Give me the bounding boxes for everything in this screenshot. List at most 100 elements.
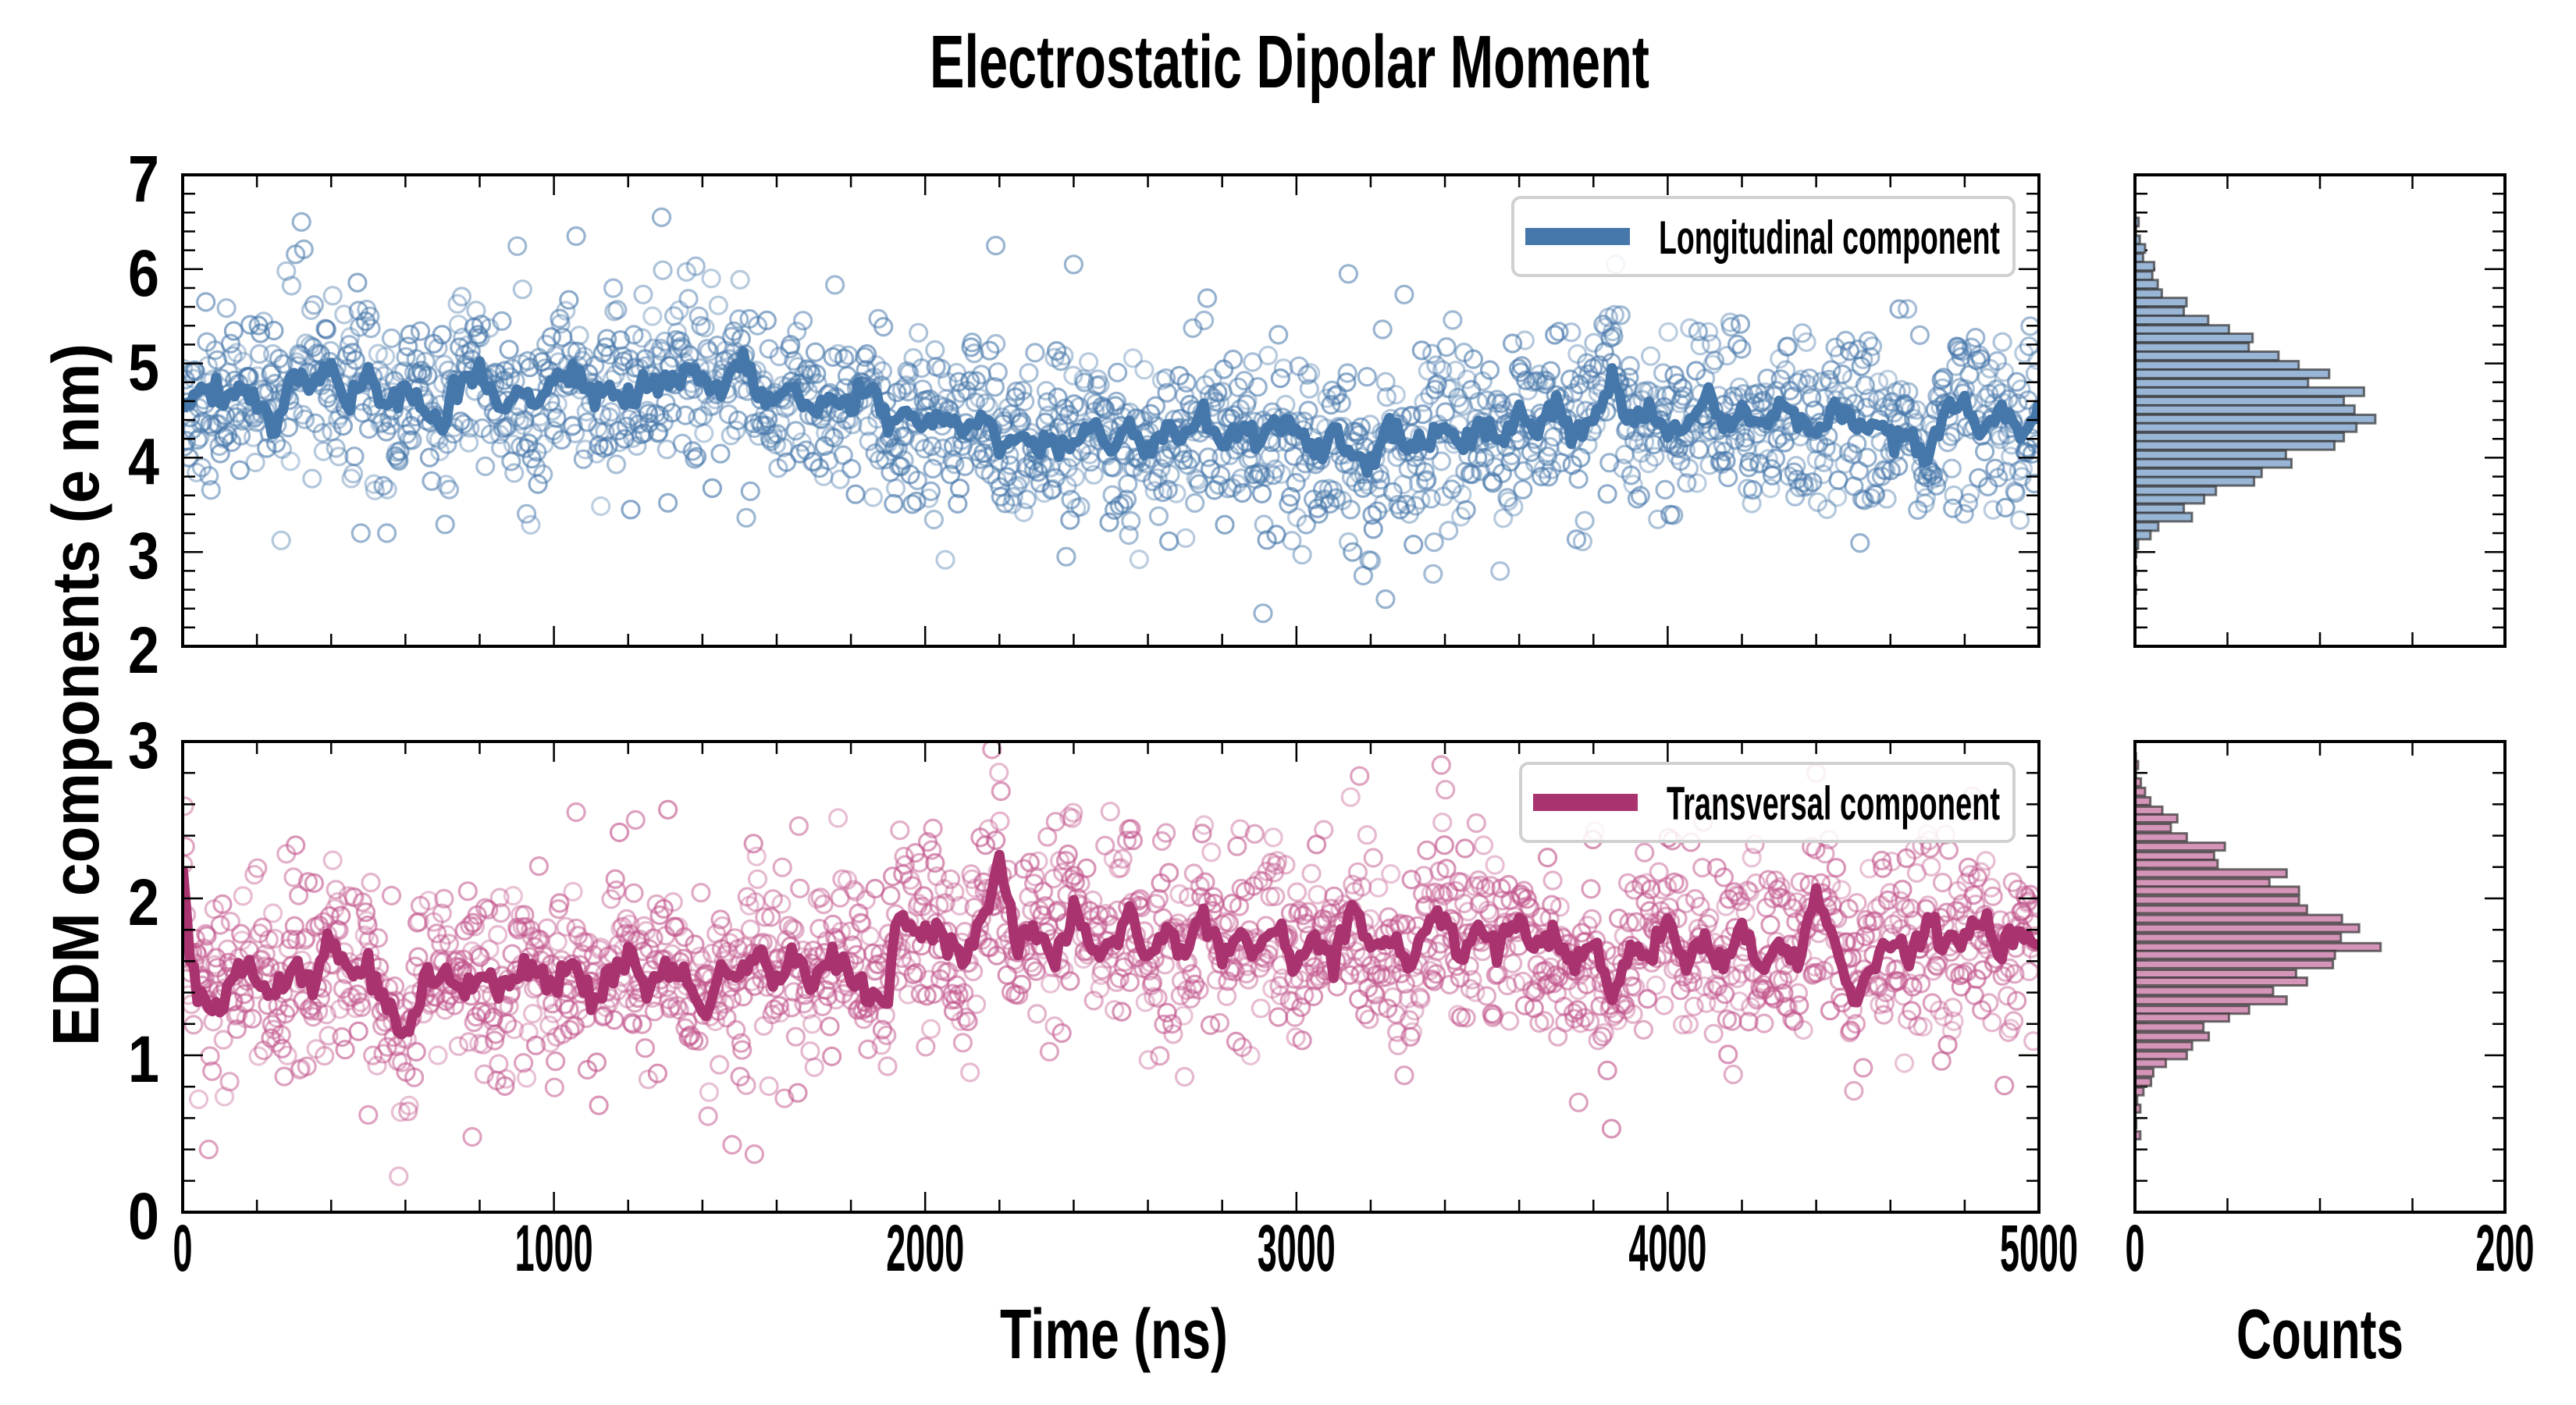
scatter-point <box>1816 499 1838 520</box>
scatter-point <box>1267 851 1288 871</box>
scatter-point <box>902 494 923 514</box>
scatter-point <box>1399 503 1420 525</box>
scatter-point <box>934 879 955 899</box>
scatter-point <box>451 286 472 307</box>
scatter-point <box>1394 1065 1414 1086</box>
scatter-point <box>1446 361 1466 381</box>
histogram-bar <box>2133 503 2186 514</box>
scatter-point <box>1090 978 1110 998</box>
scatter-point <box>1382 965 1402 985</box>
scatter-point <box>717 1008 737 1028</box>
scatter-point <box>1926 955 1947 976</box>
scatter-point <box>784 982 804 1002</box>
scatter-point <box>788 1083 808 1103</box>
scatter-point <box>350 523 371 543</box>
scatter-point <box>390 1102 411 1122</box>
scatter-point <box>1306 834 1327 855</box>
scatter-point <box>772 857 792 877</box>
histogram-bar <box>2133 288 2163 300</box>
scatter-point <box>1227 836 1247 856</box>
scatter-point <box>591 496 611 517</box>
scatter-point <box>1063 254 1084 275</box>
scatter-point <box>940 869 961 889</box>
scatter-point <box>1854 490 1874 510</box>
scatter-point <box>1975 441 1995 462</box>
scatter-point <box>1543 427 1564 447</box>
scatter-point <box>1571 1013 1591 1033</box>
scatter-point <box>1291 997 1311 1018</box>
scatter-point <box>1999 958 2019 979</box>
scatter-point <box>504 463 525 483</box>
scatter-point <box>669 300 689 320</box>
scatter-point <box>1129 549 1149 570</box>
scatter-point <box>1010 469 1031 490</box>
scatter-point <box>731 1033 752 1053</box>
scatter-point <box>1098 906 1119 927</box>
scatter-point <box>758 408 778 429</box>
scatter-point <box>1499 1011 1520 1031</box>
scatter-point <box>1291 462 1311 483</box>
scatter-point <box>634 423 654 443</box>
scatter-point <box>1436 859 1457 879</box>
legend-label: Longitudinal component <box>1659 212 2000 264</box>
scatter-point <box>386 446 406 466</box>
scatter-point <box>575 439 596 460</box>
scatter-point <box>740 481 760 502</box>
scatter-point <box>271 530 291 550</box>
scatter-point <box>739 895 760 916</box>
scatter-point <box>1155 955 1176 975</box>
scatter-point <box>1832 365 1852 385</box>
scatter-point <box>916 1037 936 1057</box>
scatter-point <box>1037 392 1058 412</box>
scatter-point <box>1076 858 1097 879</box>
scatter-point <box>1966 328 1986 348</box>
scatter-point <box>1857 447 1877 468</box>
scatter-point <box>753 1016 774 1037</box>
scatter-point <box>220 911 240 932</box>
scatter-point <box>1166 483 1187 503</box>
scatter-point <box>987 362 1008 382</box>
scatter-point <box>418 891 439 911</box>
scatter-point <box>1035 896 1055 916</box>
scatter-point <box>867 954 888 975</box>
scatter-point <box>1393 475 1414 495</box>
scatter-point <box>1694 976 1714 997</box>
scatter-point <box>1561 322 1582 343</box>
scatter-point <box>1685 888 1705 909</box>
scatter-point <box>824 428 844 448</box>
scatter-point <box>705 1011 726 1032</box>
scatter-point <box>1300 363 1321 383</box>
scatter-point <box>1400 1026 1421 1047</box>
scatter-point <box>782 918 803 938</box>
scatter-point <box>710 443 731 464</box>
scatter-point <box>743 834 763 854</box>
scatter-point <box>1431 755 1451 775</box>
scatter-point <box>1745 873 1766 894</box>
scatter-point <box>936 962 956 983</box>
scatter-point <box>1603 326 1624 347</box>
scatter-point <box>1638 453 1659 474</box>
scatter-point <box>1270 985 1290 1005</box>
scatter-point <box>1789 477 1809 498</box>
scatter-point <box>550 314 571 334</box>
scatter-point <box>1170 985 1190 1006</box>
scatter-point <box>1276 855 1296 875</box>
scatter-point <box>434 888 454 909</box>
scatter-point <box>824 275 845 295</box>
scatter-point <box>1790 872 1810 892</box>
scatter-point <box>567 341 587 361</box>
histogram-bar <box>2133 841 2226 852</box>
scatter-point <box>701 269 721 289</box>
scatter-point <box>372 412 393 432</box>
scatter-point <box>1604 304 1624 325</box>
scatter-point <box>1793 1019 1813 1040</box>
scatter-point <box>1765 448 1786 469</box>
scatter-point <box>1937 902 1957 923</box>
scatter-point <box>1882 392 1902 412</box>
scatter-point <box>352 892 373 912</box>
scatter-point <box>1012 974 1032 994</box>
scatter-point <box>1763 888 1784 909</box>
scatter-point <box>1827 487 1848 507</box>
scatter-point <box>982 742 1002 759</box>
scatter-point <box>1535 374 1556 394</box>
